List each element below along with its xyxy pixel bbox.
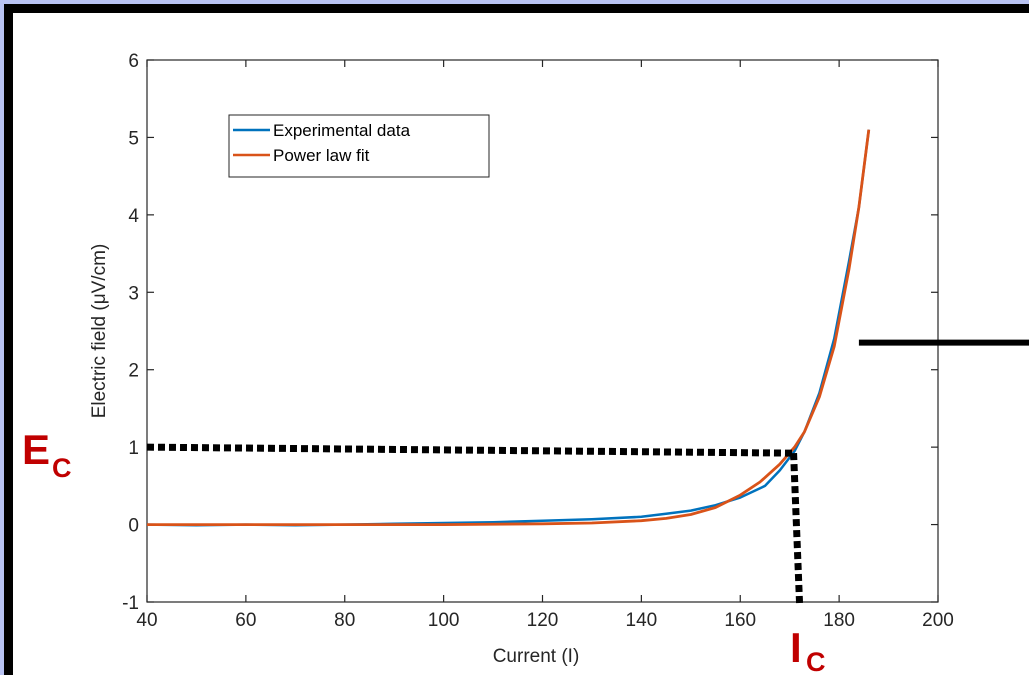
y-tick-label: 2 — [128, 361, 139, 382]
ec-annotation: E C — [22, 426, 72, 483]
x-tick-label: 200 — [922, 610, 954, 631]
legend-label-fit: Power law fit — [273, 146, 370, 165]
y-tick-label: 6 — [128, 51, 139, 72]
x-tick-label: 80 — [334, 610, 355, 631]
x-tick-label: 40 — [136, 610, 157, 631]
x-tick-label: 120 — [527, 610, 559, 631]
legend-label-experimental: Experimental data — [273, 121, 411, 140]
ic-label: I — [790, 624, 802, 671]
y-tick-label: 5 — [128, 128, 139, 149]
y-tick-label: 3 — [128, 283, 139, 304]
power-law-fit-line — [147, 129, 871, 526]
y-tick-label: 1 — [128, 438, 139, 459]
x-tick-label: 140 — [626, 610, 658, 631]
critical-current-dotted-line — [790, 453, 804, 605]
tick-label-group: 40 60 80 100 120 140 160 180 200 -1 0 1 2 3 4 5 6 — [122, 51, 954, 631]
legend-box — [228, 114, 490, 178]
series-layer — [146, 129, 871, 527]
y-tick-label: 0 — [128, 516, 139, 537]
x-tick-label: 100 — [428, 610, 460, 631]
y-tick-label: -1 — [122, 593, 139, 614]
x-tick-label: 180 — [823, 610, 855, 631]
x-tick-label: 60 — [235, 610, 256, 631]
critical-field-dotted-line — [146, 443, 794, 457]
x-axis-title: Current (I) — [493, 646, 580, 667]
tick-group — [146, 59, 939, 603]
ic-annotation: I C — [790, 624, 826, 675]
ec-label: E — [22, 426, 50, 473]
y-axis-title: Electric field (μV/cm) — [89, 244, 110, 419]
ic-subscript: C — [806, 647, 826, 675]
y-tick-label: 4 — [128, 206, 139, 227]
x-tick-label: 160 — [724, 610, 756, 631]
ec-subscript: C — [52, 453, 72, 483]
legend: Experimental data Power law fit — [228, 114, 490, 178]
